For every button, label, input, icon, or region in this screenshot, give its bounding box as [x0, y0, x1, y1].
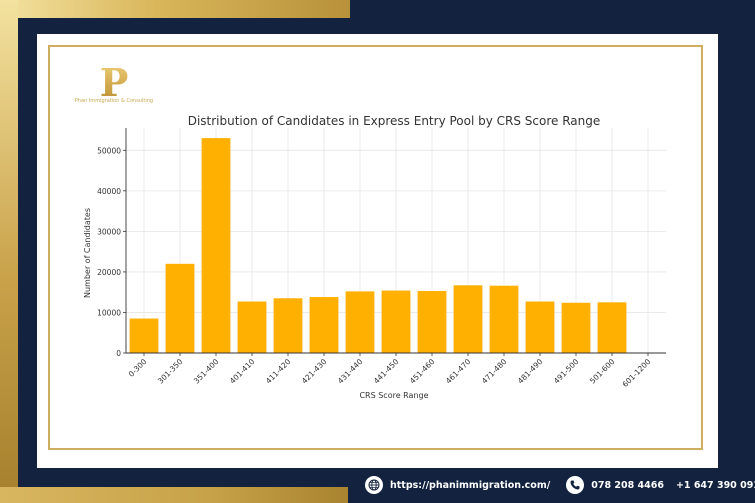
y-tick-label: 10000: [97, 308, 121, 317]
bar-461-470: [453, 285, 483, 353]
gold-accent-top: [0, 0, 350, 18]
bar-431-440: [345, 291, 375, 353]
x-tick-label: 411-420: [264, 357, 293, 386]
x-tick-label: 501-600: [588, 357, 617, 386]
logo-caption: Phan Immigration & Consulting: [74, 98, 154, 104]
x-tick-label: 421-430: [300, 357, 329, 386]
card-gold-frame: [48, 45, 703, 450]
x-tick-label: 441-450: [372, 357, 401, 386]
y-ticks: 0 10000 20000 30000 40000 50000: [97, 146, 126, 358]
bar-301-350: [165, 263, 195, 353]
phone-number-2[interactable]: +1 647 390 0912: [675, 479, 755, 491]
x-tick-label: 351-400: [192, 357, 221, 386]
gold-accent-left: [0, 0, 18, 503]
y-tick-label: 0: [116, 349, 121, 358]
bars-group: [129, 138, 627, 353]
x-tick-label: 451-460: [408, 357, 437, 386]
bar-401-410: [237, 301, 267, 353]
x-tick-label: 0-300: [127, 357, 149, 379]
bar-471-480: [489, 285, 519, 353]
bar-chart: 0 10000 20000 30000 40000 50000 0-300 301-350 3…: [83, 114, 666, 400]
x-ticks: 0-300 301-350 351-400 401-410 411-420 421-430…: [127, 353, 653, 389]
contact-footer: https://phanimmigration.com/ 078 208 446…: [365, 474, 755, 496]
x-tick-label: 491-500: [552, 357, 581, 386]
phone-icon: [566, 476, 585, 494]
y-tick-label: 30000: [97, 227, 121, 236]
chart-card: [37, 34, 718, 468]
x-tick-label: 431-440: [336, 357, 365, 386]
bar-451-460: [417, 290, 447, 353]
y-axis-label: Number of Candidates: [83, 208, 92, 298]
y-tick-label: 50000: [97, 146, 121, 155]
bar-491-500: [561, 302, 591, 353]
website-link[interactable]: https://phanimmigration.com/: [390, 479, 551, 491]
bar-421-430: [309, 297, 339, 353]
x-axis-label: CRS Score Range: [359, 391, 428, 400]
x-tick-label: 481-490: [516, 357, 545, 386]
bar-441-450: [381, 290, 411, 353]
x-tick-label: 471-480: [480, 357, 509, 386]
x-tick-label: 301-350: [156, 357, 185, 386]
y-tick-label: 20000: [97, 268, 121, 277]
x-tick-label: 401-410: [228, 357, 257, 386]
globe-icon: [365, 476, 383, 494]
phone-number-1[interactable]: 078 208 4466: [591, 479, 664, 491]
brand-logo-icon: P: [100, 62, 129, 105]
x-tick-label: 461-470: [444, 357, 473, 386]
y-tick-label: 40000: [97, 187, 121, 196]
bar-481-490: [525, 301, 555, 353]
bar-0-300: [129, 318, 159, 353]
chart-title: Distribution of Candidates in Express En…: [188, 114, 601, 128]
gold-accent-bottom: [0, 487, 348, 503]
bar-351-400: [201, 138, 231, 353]
bar-411-420: [273, 298, 303, 353]
logo-letter: P: [100, 62, 129, 105]
x-tick-label: 601-1200: [621, 357, 653, 389]
bar-501-600: [597, 302, 627, 353]
